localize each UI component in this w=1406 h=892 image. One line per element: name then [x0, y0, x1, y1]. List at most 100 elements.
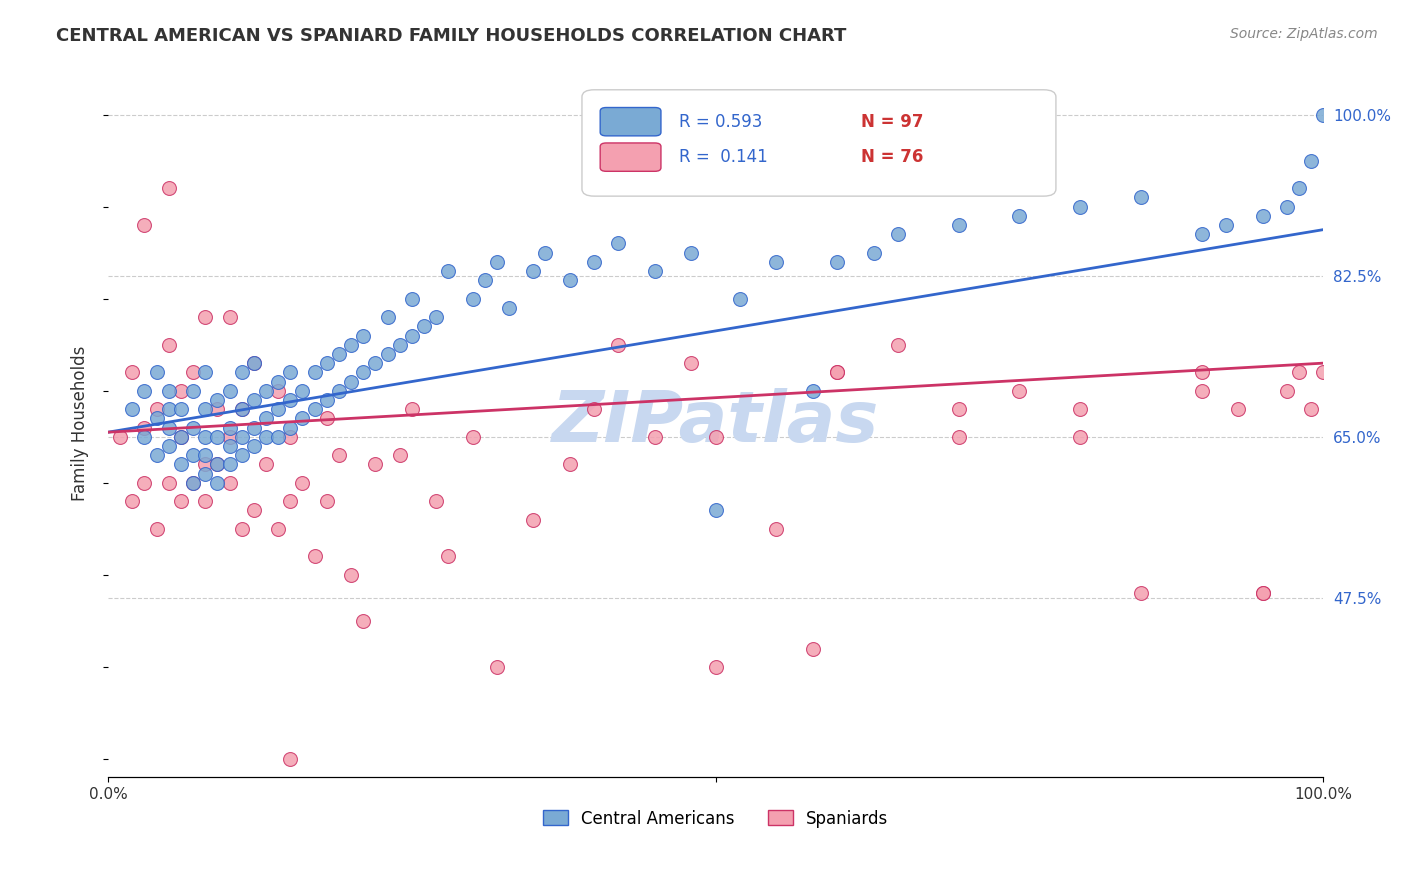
- Point: [1301, 402, 1323, 417]
- Point: [291, 384, 314, 398]
- Point: [170, 494, 193, 508]
- Point: [134, 218, 156, 232]
- Point: [157, 181, 180, 195]
- Text: ZIPatlas: ZIPatlas: [553, 389, 879, 458]
- Text: N = 97: N = 97: [862, 112, 924, 131]
- Point: [340, 568, 363, 582]
- Point: [474, 273, 496, 287]
- Point: [534, 245, 557, 260]
- Point: [377, 310, 399, 325]
- Point: [181, 420, 204, 434]
- Point: [267, 402, 290, 417]
- Point: [254, 411, 277, 425]
- Point: [121, 494, 143, 508]
- Point: [401, 292, 423, 306]
- Point: [207, 402, 229, 417]
- Point: [243, 503, 266, 517]
- Point: [522, 264, 544, 278]
- Point: [1275, 384, 1298, 398]
- Point: [1301, 153, 1323, 168]
- Text: Source: ZipAtlas.com: Source: ZipAtlas.com: [1230, 27, 1378, 41]
- Point: [1215, 218, 1237, 232]
- Text: R = 0.593: R = 0.593: [679, 112, 762, 131]
- Point: [218, 430, 240, 444]
- Point: [583, 255, 606, 269]
- Point: [207, 430, 229, 444]
- Point: [243, 439, 266, 453]
- Point: [194, 467, 217, 481]
- Point: [145, 522, 167, 536]
- Point: [887, 227, 910, 242]
- Point: [231, 430, 253, 444]
- Point: [194, 365, 217, 379]
- Point: [157, 337, 180, 351]
- Point: [315, 356, 337, 370]
- Point: [1069, 200, 1091, 214]
- Point: [254, 458, 277, 472]
- Point: [304, 549, 326, 564]
- Point: [145, 411, 167, 425]
- Point: [825, 365, 848, 379]
- Point: [765, 255, 787, 269]
- Point: [352, 614, 374, 628]
- Point: [1191, 384, 1213, 398]
- Point: [681, 356, 703, 370]
- Point: [328, 448, 350, 462]
- Point: [558, 273, 581, 287]
- Point: [108, 430, 131, 444]
- Point: [315, 494, 337, 508]
- Point: [157, 402, 180, 417]
- Point: [328, 347, 350, 361]
- Point: [278, 752, 301, 766]
- Point: [181, 365, 204, 379]
- Point: [644, 264, 666, 278]
- Point: [340, 337, 363, 351]
- Point: [315, 411, 337, 425]
- Text: R =  0.141: R = 0.141: [679, 148, 768, 166]
- Point: [207, 475, 229, 490]
- Point: [145, 448, 167, 462]
- Point: [218, 458, 240, 472]
- Point: [425, 310, 447, 325]
- Point: [134, 430, 156, 444]
- Point: [498, 301, 520, 315]
- Point: [825, 255, 848, 269]
- Point: [243, 392, 266, 407]
- Point: [862, 245, 884, 260]
- Point: [170, 430, 193, 444]
- Point: [704, 503, 727, 517]
- Point: [145, 365, 167, 379]
- Point: [340, 375, 363, 389]
- Point: [278, 494, 301, 508]
- Point: [170, 430, 193, 444]
- Point: [243, 420, 266, 434]
- Text: CENTRAL AMERICAN VS SPANIARD FAMILY HOUSEHOLDS CORRELATION CHART: CENTRAL AMERICAN VS SPANIARD FAMILY HOUS…: [56, 27, 846, 45]
- Point: [461, 430, 484, 444]
- Point: [181, 384, 204, 398]
- FancyBboxPatch shape: [600, 108, 661, 136]
- Point: [401, 328, 423, 343]
- Point: [1191, 365, 1213, 379]
- Point: [157, 420, 180, 434]
- Point: [801, 384, 824, 398]
- Point: [1312, 365, 1334, 379]
- Point: [1275, 200, 1298, 214]
- Point: [948, 402, 970, 417]
- Point: [194, 310, 217, 325]
- Point: [558, 458, 581, 472]
- Point: [425, 494, 447, 508]
- Point: [181, 475, 204, 490]
- Point: [801, 641, 824, 656]
- Point: [825, 365, 848, 379]
- Point: [377, 347, 399, 361]
- Point: [278, 365, 301, 379]
- Point: [352, 365, 374, 379]
- Point: [278, 420, 301, 434]
- Point: [231, 402, 253, 417]
- Point: [231, 448, 253, 462]
- Point: [218, 439, 240, 453]
- Point: [231, 522, 253, 536]
- Point: [267, 522, 290, 536]
- Point: [413, 319, 436, 334]
- Point: [218, 420, 240, 434]
